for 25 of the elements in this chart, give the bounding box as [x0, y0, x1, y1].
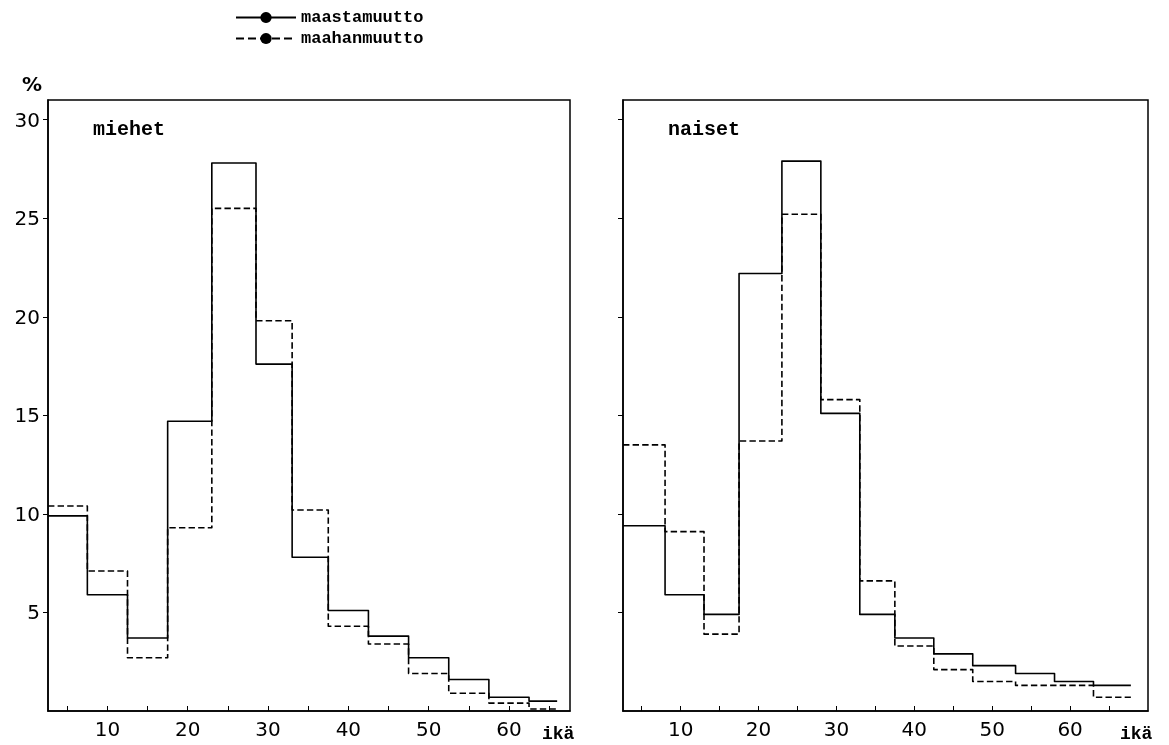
x-tick-label: 10 — [667, 717, 694, 741]
x-tick-label: 40 — [335, 717, 362, 741]
text: miehet — [93, 117, 166, 141]
x-tick-label: 20 — [175, 717, 201, 741]
x-tick-label: 60 — [1057, 717, 1083, 741]
y-tick-label: 30 — [14, 107, 40, 132]
y-tick-label: 15 — [14, 403, 40, 428]
y-tick-label: 5 — [27, 600, 40, 625]
y-axis-title: % — [21, 72, 42, 96]
x-tick-label: 50 — [415, 717, 442, 741]
x-tick-label: 10 — [94, 717, 121, 741]
x-tick-label: 20 — [745, 717, 772, 741]
x-axis-title: ikä — [1120, 724, 1153, 744]
y-tick-label: 25 — [14, 206, 40, 231]
x-tick-label: 40 — [901, 717, 928, 741]
x-tick-label: 30 — [823, 717, 850, 741]
x-tick-label: 60 — [496, 717, 522, 741]
x-axis-title: ikä — [542, 724, 575, 744]
legend-label: maastamuutto — [301, 8, 424, 27]
y-tick-label: 20 — [14, 304, 40, 329]
legend-label: maahanmuutto — [301, 29, 424, 48]
text: naiset — [668, 117, 741, 141]
y-tick-label: 10 — [14, 501, 40, 526]
x-tick-label: 30 — [255, 717, 281, 741]
x-tick-label: 50 — [979, 717, 1005, 741]
